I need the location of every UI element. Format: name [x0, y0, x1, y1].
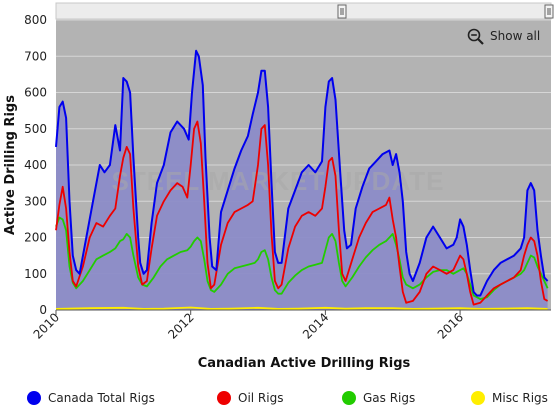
zoom-out-icon [467, 28, 484, 45]
y-tick-label: 200 [24, 231, 47, 245]
legend-item-misc[interactable]: Misc Rigs [471, 388, 556, 408]
y-tick-label: 400 [24, 158, 47, 172]
y-tick-label: 700 [24, 49, 47, 63]
y-tick-label: 100 [24, 267, 47, 281]
show-all-button[interactable]: Show all [464, 26, 548, 48]
legend-item-gas[interactable]: Gas Rigs [342, 388, 432, 408]
legend-dot-icon [342, 391, 356, 405]
legend-dot-icon [217, 391, 231, 405]
series-line-misc-rigs [55, 306, 548, 310]
y-axis-title: Active Drilling Rigs [3, 95, 18, 235]
chart-title: Canadian Active Drilling Rigs [198, 356, 411, 371]
y-tick-label: 800 [24, 13, 47, 27]
legend-item-oil[interactable]: Oil Rigs [217, 388, 307, 408]
legend-label: Canada Total Rigs [48, 391, 155, 405]
x-tick-label: 2016 [435, 310, 466, 341]
series-line-canada-total-rigs [55, 49, 549, 297]
watermark: STEEL MARKET UPDATE [112, 166, 445, 196]
legend-label: Misc Rigs [492, 391, 548, 405]
legend-dot-icon [27, 391, 41, 405]
show-all-label: Show all [490, 29, 541, 43]
navigator-left-handle[interactable] [337, 4, 347, 19]
x-tick-label: 2014 [300, 310, 331, 341]
x-tick-labels: 2010 2012 2014 2016 [31, 310, 466, 342]
series-line-oil-rigs [55, 120, 549, 306]
legend-dot-icon [471, 391, 485, 405]
legend-label: Gas Rigs [363, 391, 416, 405]
legend: Canada Total Rigs Oil Rigs Gas Rigs Misc… [0, 388, 560, 408]
navigator-right-handle[interactable] [544, 4, 554, 19]
legend-label: Oil Rigs [238, 391, 284, 405]
y-tick-label: 300 [24, 194, 47, 208]
navigator-bar[interactable] [55, 2, 552, 20]
x-tick-label: 2010 [31, 310, 62, 341]
y-tick-label: 600 [24, 86, 47, 100]
legend-item-canada-total[interactable]: Canada Total Rigs [27, 388, 167, 408]
series-lines [55, 49, 549, 310]
y-tick-labels: 0 100 200 300 400 500 600 700 800 [24, 13, 47, 317]
y-tick-label: 500 [24, 122, 47, 136]
y-tick-label: 0 [39, 303, 47, 317]
x-tick-label: 2012 [165, 310, 196, 341]
